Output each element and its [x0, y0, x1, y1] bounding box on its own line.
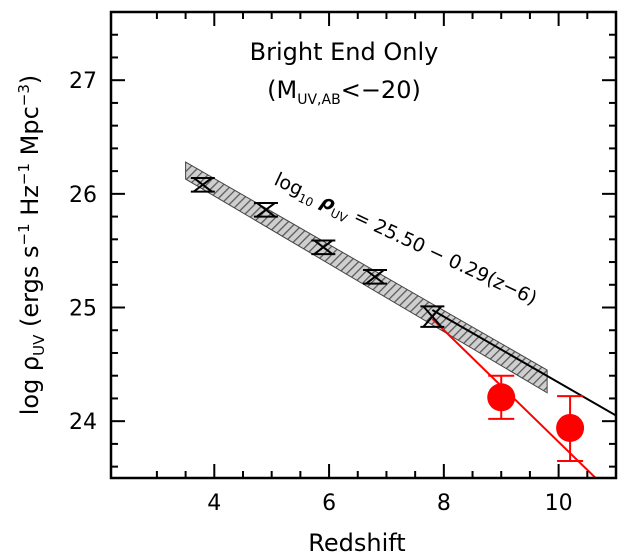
y-tick-label: 25: [69, 297, 97, 322]
tick-labels: 4 6 8 10 24 25 26 27: [69, 69, 573, 516]
circle-marker: [487, 383, 516, 412]
marker-diag-2: [313, 239, 333, 255]
black-data-point: [362, 269, 387, 285]
red-data-point: [556, 395, 585, 462]
x-tick-label: 8: [437, 491, 451, 516]
x-tick-label: 10: [545, 491, 573, 516]
black-data-point: [311, 239, 336, 256]
x-axis-label: Redshift: [308, 529, 405, 557]
x-tick-label: 4: [207, 491, 221, 516]
marker-diag-2: [365, 269, 385, 285]
black-data-point: [190, 176, 215, 193]
plot-content: [185, 161, 616, 478]
chart-title: Bright End Only: [250, 38, 439, 66]
black-data-point: [253, 201, 278, 218]
black-data-point: [420, 305, 445, 328]
y-axis-label: log ρUV (ergs s−1 Hz−1 Mpc−3): [15, 75, 48, 416]
axis-ticks: [111, 12, 616, 478]
y-tick-label: 27: [69, 69, 97, 94]
y-tick-label: 26: [69, 183, 97, 208]
y-tick-label: 24: [69, 410, 97, 435]
marker-diag-2: [256, 202, 276, 218]
x-tick-label: 6: [322, 491, 336, 516]
plot-frame: [109, 10, 618, 480]
circle-marker: [556, 413, 585, 442]
fit-line: [431, 309, 616, 417]
uncertainty-band: [185, 161, 548, 394]
red-trend-line: [431, 318, 598, 478]
chart-subtitle: (MUV,AB<−20): [267, 76, 421, 108]
marker-diag-2: [422, 305, 443, 328]
red-data-point: [487, 374, 516, 420]
marker-diag-2: [193, 177, 213, 193]
